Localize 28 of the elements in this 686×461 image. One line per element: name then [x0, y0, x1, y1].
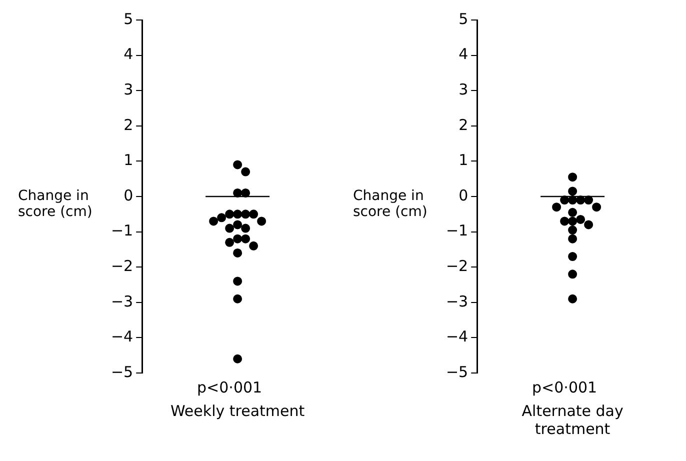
- y-tick-label: 0: [124, 186, 134, 204]
- y-axis-title: Change in score (cm): [18, 188, 94, 220]
- y-tick-label: −3: [446, 292, 468, 310]
- y-tick-label: 4: [124, 45, 134, 64]
- y-tick-label: −2: [110, 256, 134, 275]
- y-tick-label: −1: [446, 222, 468, 240]
- y-tick-label: −4: [110, 328, 134, 346]
- y-tick-label: 1: [124, 151, 134, 170]
- y-tick-label: −3: [110, 292, 134, 310]
- text: p<0·001: [532, 378, 598, 396]
- y-tick-label: −1: [110, 222, 134, 240]
- y-tick-label: 2: [124, 116, 134, 134]
- x-tick-label: Weekly treatment: [170, 402, 305, 420]
- x-tick-label: Alternate day treatment: [522, 402, 624, 438]
- y-tick-label: 3: [458, 80, 468, 98]
- text: p<0·001: [197, 378, 262, 396]
- y-tick-label: −5: [446, 362, 468, 381]
- y-tick-label: 2: [458, 116, 468, 134]
- y-tick-label: 3: [124, 80, 134, 98]
- y-tick-label: 5: [124, 10, 134, 28]
- y-tick-label: 5: [458, 10, 468, 28]
- y-tick-label: −4: [446, 328, 468, 346]
- y-tick-label: 0: [458, 186, 468, 204]
- y-axis-title: Change in score (cm): [353, 188, 428, 220]
- y-tick-label: −2: [446, 256, 468, 275]
- y-tick-label: 4: [458, 45, 468, 64]
- y-tick-label: −5: [110, 362, 134, 381]
- y-tick-label: 1: [458, 151, 468, 170]
